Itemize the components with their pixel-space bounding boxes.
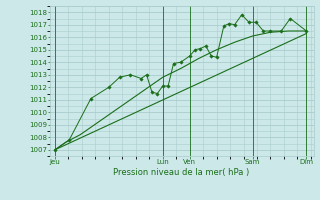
X-axis label: Pression niveau de la mer( hPa ): Pression niveau de la mer( hPa ) — [114, 168, 250, 177]
